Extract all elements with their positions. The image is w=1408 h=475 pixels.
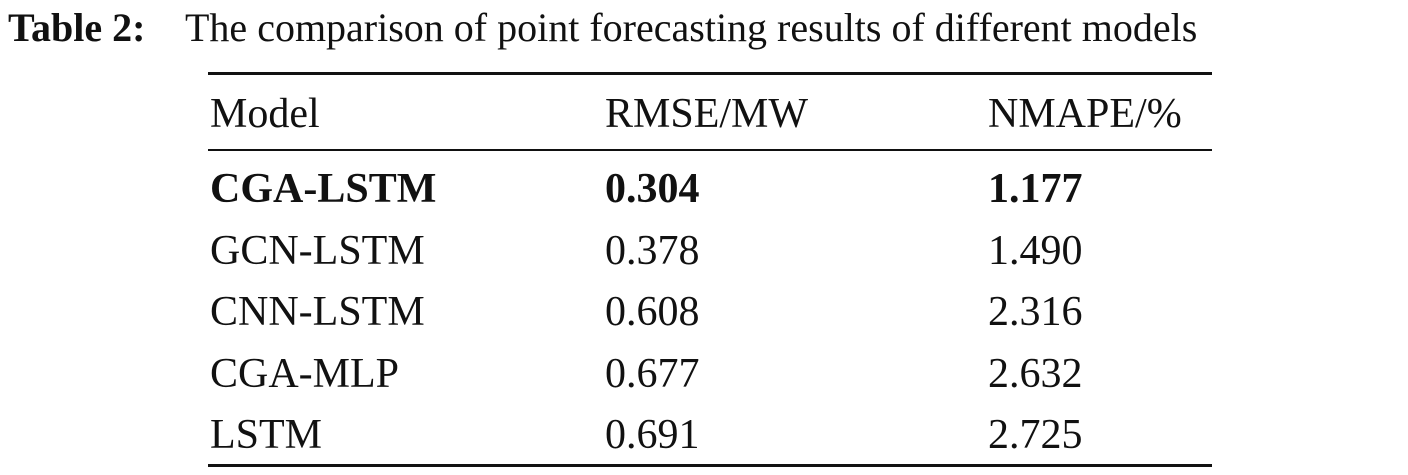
header-cell: Model xyxy=(210,91,320,137)
caption-label: Table 2: xyxy=(8,5,146,50)
cell: 1.490 xyxy=(988,227,1083,274)
cell: LSTM xyxy=(210,412,323,458)
header-cell: NMAPE/% xyxy=(988,91,1182,137)
cell: 2.632 xyxy=(988,350,1083,397)
caption-text: The comparison of point forecasting resu… xyxy=(185,5,1198,50)
cell: 1.177 xyxy=(988,166,1083,212)
cell: 0.691 xyxy=(605,412,700,458)
cell: 0.304 xyxy=(605,166,700,212)
cell: GCN-LSTM xyxy=(210,227,425,274)
cell: 2.316 xyxy=(988,289,1083,335)
header-cell: RMSE/MW xyxy=(605,91,809,137)
bottom-rule xyxy=(208,464,1212,467)
cell: CGA-LSTM xyxy=(210,166,437,212)
mid-rule xyxy=(208,149,1212,151)
cell: CGA-MLP xyxy=(210,350,400,397)
cell: 0.378 xyxy=(605,227,700,274)
cell: 0.677 xyxy=(605,350,700,397)
cell: 0.608 xyxy=(605,289,700,335)
cell: CNN-LSTM xyxy=(210,289,425,335)
top-rule xyxy=(208,72,1212,75)
cell: 2.725 xyxy=(988,412,1083,458)
